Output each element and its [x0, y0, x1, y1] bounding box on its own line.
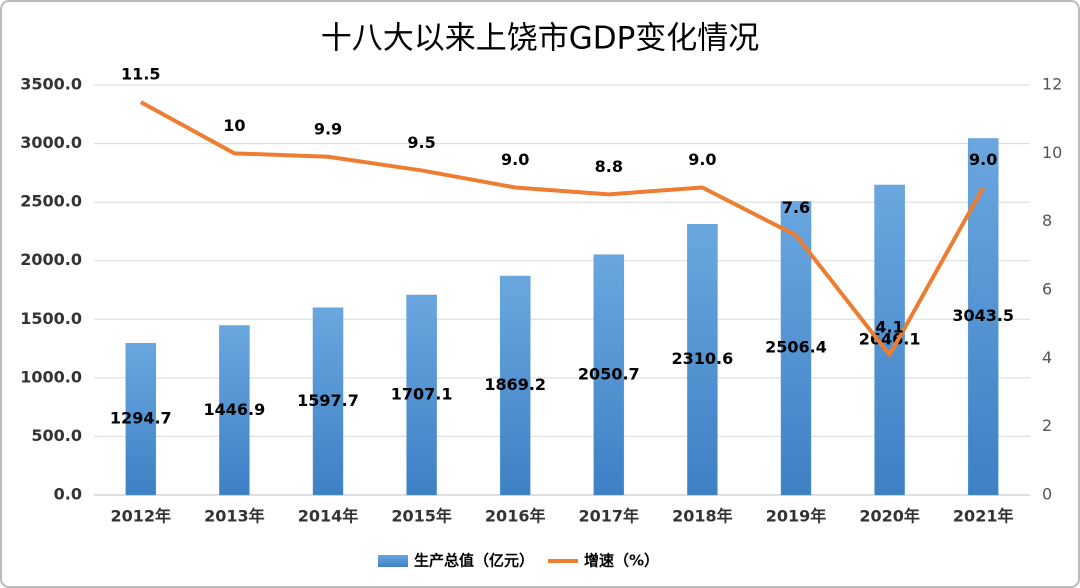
- line-value-label: 7.6: [782, 198, 810, 217]
- x-tick-label: 2015年: [391, 507, 452, 526]
- line-value-label: 11.5: [121, 65, 160, 84]
- growth-line: [139, 100, 985, 357]
- line-value-label: 8.8: [595, 157, 623, 176]
- line-value-label: 4.1: [875, 317, 903, 336]
- bar: [312, 307, 344, 496]
- y2-tick-label: 4: [1042, 348, 1052, 367]
- y-tick-label: 500.0: [31, 426, 82, 445]
- x-tick-label: 2018年: [672, 507, 733, 526]
- bar-value-label: 2050.7: [578, 364, 640, 383]
- legend-swatch: [378, 555, 408, 567]
- y-tick-label: 2000.0: [20, 250, 82, 269]
- y-tick-label: 1000.0: [20, 367, 82, 386]
- line-value-label: 9.0: [688, 150, 716, 169]
- bar-value-label: 1446.9: [204, 400, 266, 419]
- y-tick-label: 0.0: [54, 485, 82, 504]
- line-value-label: 9.9: [314, 119, 342, 138]
- bar: [125, 343, 157, 496]
- bar: [687, 224, 718, 496]
- bar: [967, 138, 999, 496]
- y-tick-label: 1500.0: [20, 309, 82, 328]
- bar-value-label: 1597.7: [297, 391, 359, 410]
- bar-value-label: 3043.5: [952, 306, 1014, 325]
- bar: [499, 275, 531, 496]
- x-tick-label: 2016年: [485, 507, 546, 526]
- line-value-label: 9.0: [969, 150, 997, 169]
- x-tick-label: 2019年: [766, 507, 827, 526]
- y2-tick-label: 2: [1042, 416, 1052, 435]
- y2-tick-label: 10: [1042, 143, 1062, 162]
- y2-tick-label: 6: [1042, 280, 1052, 299]
- line-value-label: 9.0: [501, 150, 529, 169]
- y2-tick-label: 12: [1042, 75, 1062, 94]
- bar: [406, 294, 437, 496]
- x-tick-label: 2014年: [298, 507, 359, 526]
- y2-tick-label: 0: [1042, 485, 1052, 504]
- bar-value-label: 1869.2: [484, 375, 546, 394]
- bar-value-label: 1707.1: [391, 385, 453, 404]
- bar: [593, 254, 625, 496]
- legend-label: 生产总值（亿元）: [414, 552, 534, 570]
- y-tick-label: 3500.0: [20, 75, 82, 94]
- line-value-label: 9.5: [407, 133, 435, 152]
- y-tick-label: 3000.0: [20, 133, 82, 152]
- y-tick-label: 2500.0: [20, 192, 82, 211]
- x-tick-label: 2020年: [859, 507, 920, 526]
- bar: [219, 325, 250, 496]
- bar-value-label: 2310.6: [672, 349, 734, 368]
- x-tick-label: 2013年: [204, 507, 265, 526]
- x-tick-label: 2017年: [579, 507, 640, 526]
- chart-title: 十八大以来上饶市GDP变化情况: [321, 21, 760, 57]
- legend-label: 增速（%）: [584, 552, 659, 570]
- line-value-label: 10: [223, 116, 245, 135]
- bar-value-label: 2506.4: [765, 338, 827, 357]
- bar-value-label: 1294.7: [110, 409, 172, 428]
- y2-tick-label: 8: [1042, 211, 1052, 230]
- x-tick-label: 2012年: [111, 507, 172, 526]
- x-tick-label: 2021年: [953, 507, 1014, 526]
